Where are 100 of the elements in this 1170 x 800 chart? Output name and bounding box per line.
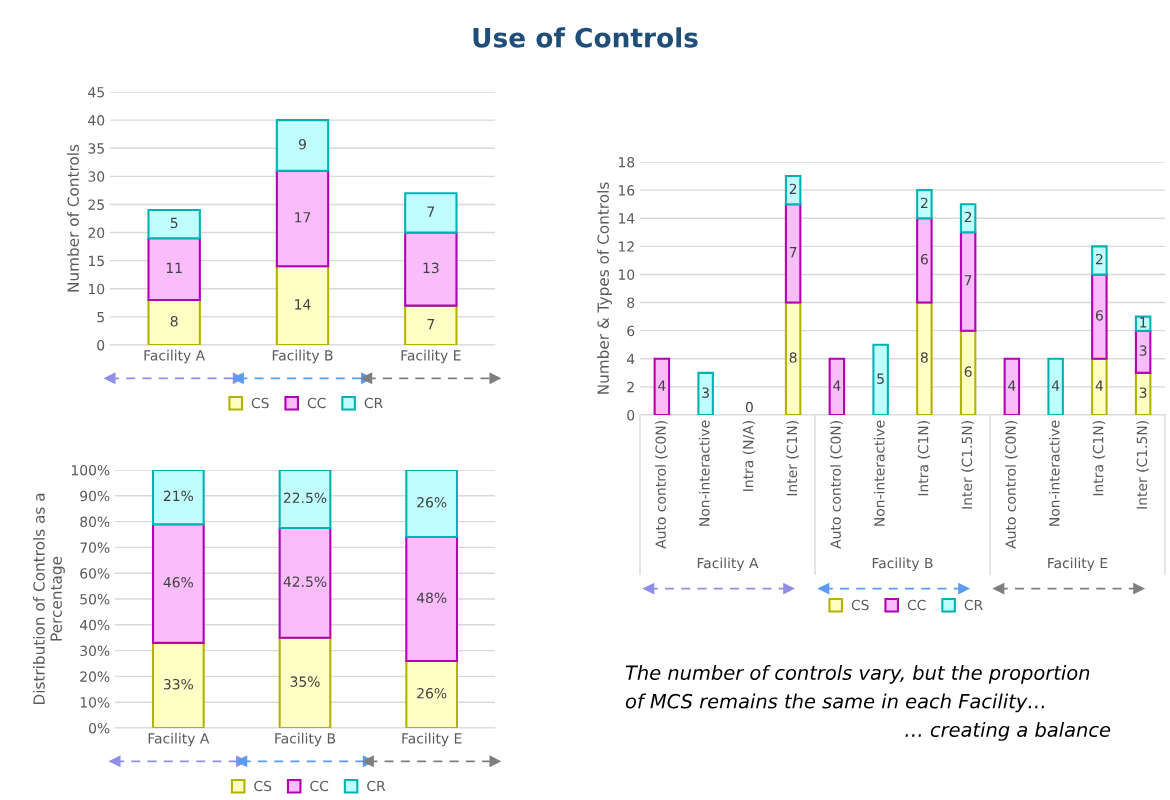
data-label: 3 xyxy=(1139,387,1147,398)
y-tick-label: 10 xyxy=(618,269,635,280)
data-label: 7 xyxy=(789,247,797,258)
y-axis-title: Number & Types of Controls xyxy=(597,182,612,394)
legend-label: CS xyxy=(254,780,272,792)
x-tick-label: Non-interactive xyxy=(873,420,885,526)
data-label: 5 xyxy=(170,217,178,229)
bar xyxy=(828,357,846,415)
data-label: 8 xyxy=(920,352,928,363)
data-label: 4 xyxy=(1051,380,1060,391)
y-tick-label: 80% xyxy=(80,516,110,528)
data-label: 13 xyxy=(423,262,439,274)
y-tick-label: 15 xyxy=(88,255,104,267)
x-tick-label: Intra (N/A) xyxy=(742,421,756,491)
y-tick-label: 10% xyxy=(80,697,110,708)
data-label: 0 xyxy=(745,401,753,413)
x-tick-label: Auto control (C0N) xyxy=(655,421,668,549)
bar xyxy=(697,371,714,415)
data-label: 2 xyxy=(789,183,797,194)
y-tick-label: 20 xyxy=(88,227,105,239)
bar xyxy=(404,304,458,345)
x-tick-label: Facility E xyxy=(402,732,462,747)
data-label: 2 xyxy=(1095,253,1103,265)
bar xyxy=(916,301,933,415)
bar xyxy=(151,470,205,526)
y-tick-label: 5 xyxy=(97,312,104,323)
data-label: 21% xyxy=(163,490,193,502)
bar xyxy=(275,119,330,172)
x-tick-label: Inter (C1.5N) xyxy=(1136,421,1149,509)
x-tick-label: Inter (C1.5N) xyxy=(961,421,974,509)
data-label: 48% xyxy=(416,592,447,604)
bar xyxy=(275,169,330,268)
bar xyxy=(405,470,459,539)
bar xyxy=(784,301,802,415)
y-tick-label: 12 xyxy=(618,241,634,252)
x-tick-label: Non-interactive xyxy=(1048,420,1060,526)
bar xyxy=(916,217,933,304)
text: Use of Controls xyxy=(473,27,698,48)
data-label: 35% xyxy=(290,676,320,687)
y-tick-label: 45 xyxy=(88,87,104,98)
data-label: 26% xyxy=(417,497,447,508)
data-label: 7 xyxy=(427,319,435,330)
data-label: 5 xyxy=(877,373,884,384)
bar xyxy=(405,659,459,728)
data-label: 4 xyxy=(658,380,666,391)
data-label: 6 xyxy=(920,253,928,265)
y-tick-label: 100% xyxy=(71,464,110,476)
y-tick-label: 40 xyxy=(88,115,105,126)
bar xyxy=(404,192,458,234)
y-tick-label: 20% xyxy=(80,671,110,682)
data-label: 3 xyxy=(1139,345,1147,356)
bar xyxy=(872,343,889,415)
legend-label: CR xyxy=(364,397,383,409)
bar xyxy=(147,237,201,302)
y-tick-label: 50% xyxy=(80,593,110,605)
bar xyxy=(784,175,802,206)
bar xyxy=(405,536,459,662)
data-label: 8 xyxy=(789,352,797,363)
y-tick-label: 6 xyxy=(627,325,635,337)
bar xyxy=(278,470,332,530)
data-label: 42.5% xyxy=(283,576,327,587)
bar xyxy=(959,329,977,415)
bar xyxy=(147,298,201,345)
y-tick-label: 14 xyxy=(618,213,635,224)
bar xyxy=(916,189,933,220)
data-label: 46% xyxy=(163,577,193,588)
text: Facility E xyxy=(1048,557,1108,571)
text: The number of controls vary, but the proportion xyxy=(625,665,1090,684)
data-label: 11 xyxy=(166,262,182,273)
x-tick-label: Facility A xyxy=(148,732,210,747)
bar xyxy=(653,357,671,415)
bar xyxy=(147,209,201,240)
bar xyxy=(1003,357,1021,415)
text: of MCS remains the same in each Facility… xyxy=(625,693,1045,713)
bar xyxy=(1091,245,1108,276)
bar xyxy=(278,636,332,728)
legend-label: CC xyxy=(307,397,326,409)
y-tick-label: 25 xyxy=(88,199,104,210)
y-tick-label: 4 xyxy=(626,353,635,365)
y-tick-label: 0 xyxy=(627,409,635,421)
data-label: 4 xyxy=(833,380,841,391)
y-tick-label: 0% xyxy=(89,722,110,734)
data-label: 4 xyxy=(1008,380,1016,391)
x-tick-label: Facility A xyxy=(144,349,206,364)
bar xyxy=(959,231,977,332)
y-tick-label: 40% xyxy=(79,619,110,631)
x-tick-label: Facility B xyxy=(275,732,336,747)
legend-label: CR xyxy=(964,599,983,611)
data-label: 17 xyxy=(295,212,311,223)
data-label: 14 xyxy=(295,299,311,310)
y-tick-label: 60% xyxy=(80,568,110,579)
bar xyxy=(275,265,330,345)
x-tick-label: Auto control (C0N) xyxy=(830,421,843,549)
legend-label: CR xyxy=(367,780,386,792)
y-tick-label: 35 xyxy=(88,143,104,154)
x-tick-label: Intra (C1N) xyxy=(1092,421,1106,496)
text: … creating a balance xyxy=(905,722,1111,741)
bar xyxy=(1134,315,1152,332)
y-tick-label: 8 xyxy=(627,297,635,309)
y-axis-title: Number of Controls xyxy=(67,144,79,292)
